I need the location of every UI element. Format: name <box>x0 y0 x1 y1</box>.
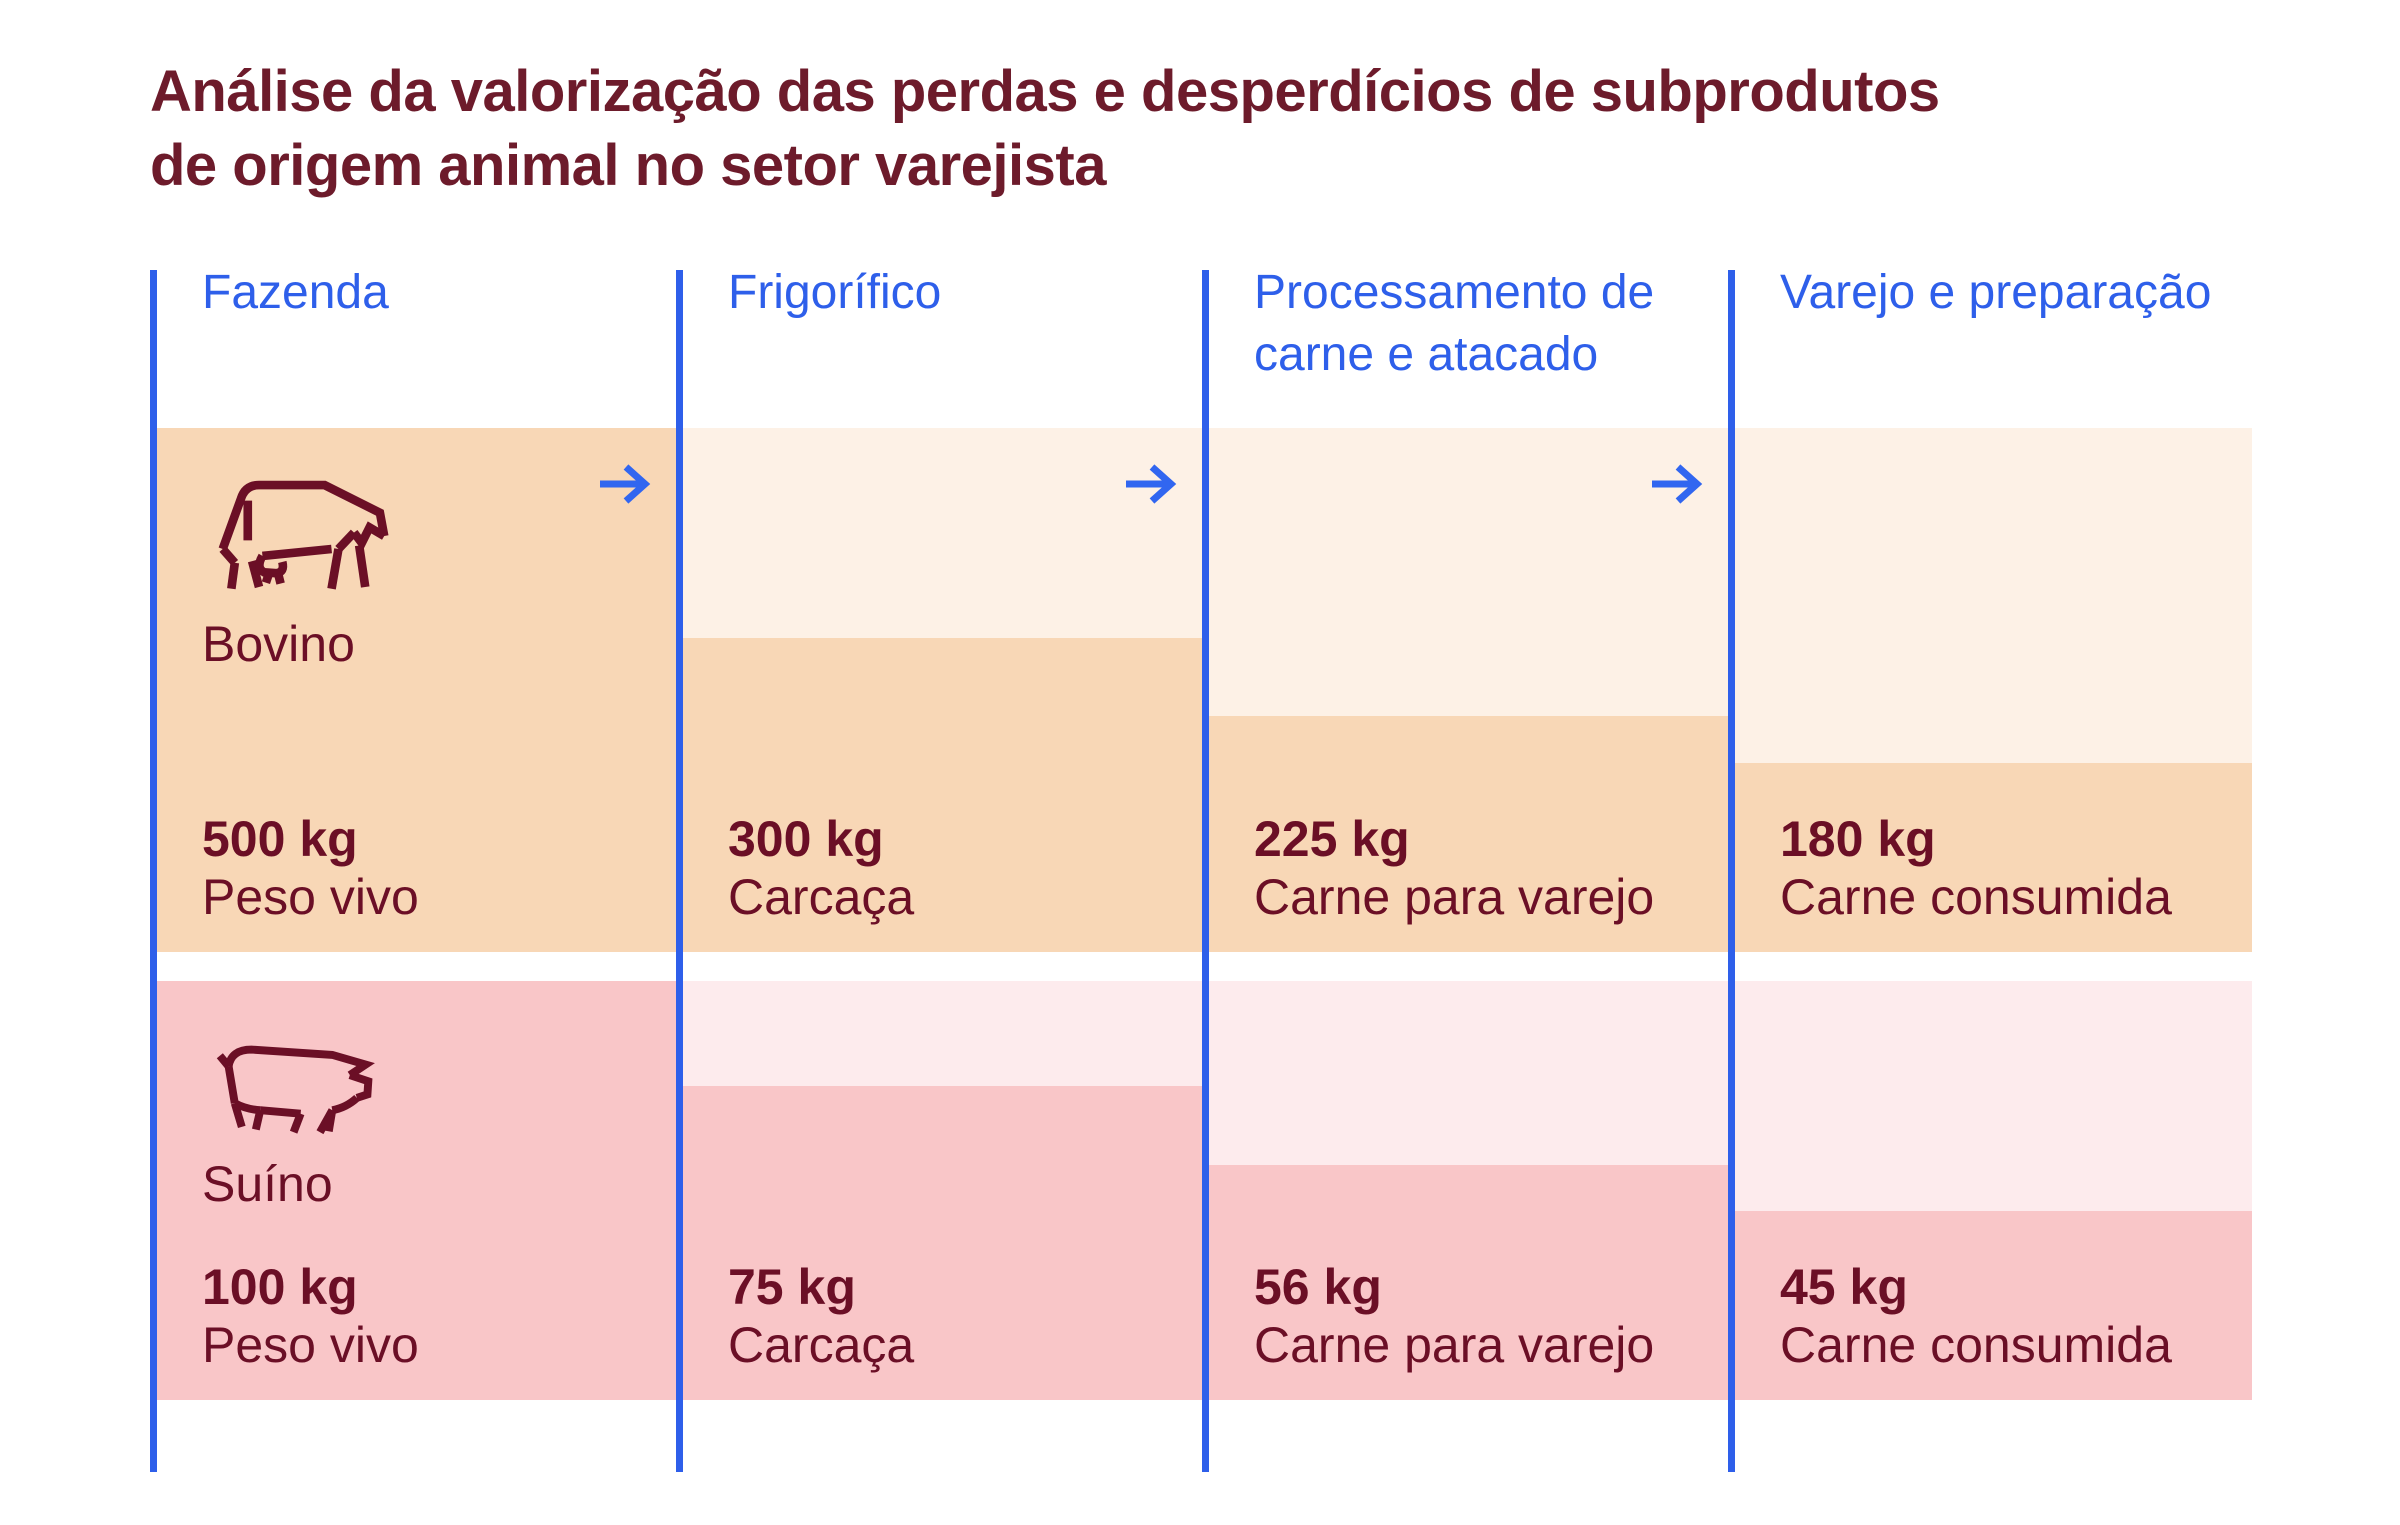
flow-arrow-icon <box>1125 462 1177 506</box>
stage-label: Carne consumida <box>1780 1317 2172 1373</box>
flow-arrow-icon <box>599 462 651 506</box>
stage-value: 56 kg <box>1254 1259 1382 1315</box>
suino-varejo-cell: 45 kg Carne consumida <box>1728 981 2252 1400</box>
bovino-band: Bovino 500 kg Peso vivo 300 kg Carca <box>150 428 2252 952</box>
stage-measure: 180 kg Carne consumida <box>1780 810 2172 926</box>
stage-measure: 45 kg Carne consumida <box>1780 1258 2172 1374</box>
stage-divider-line <box>150 270 157 1472</box>
column-header-fazenda: Fazenda <box>202 266 389 319</box>
suino-frigorifico-cell: 75 kg Carcaça <box>676 981 1202 1400</box>
stage-divider-line <box>676 270 683 1472</box>
stage-value: 100 kg <box>202 1259 358 1315</box>
bovino-varejo-cell: 180 kg Carne consumida <box>1728 428 2252 952</box>
stage-measure: 75 kg Carcaça <box>728 1258 914 1374</box>
stage-label: Carne para varejo <box>1254 1317 1655 1373</box>
stage-measure: 100 kg Peso vivo <box>202 1258 419 1374</box>
pig-icon <box>216 1045 375 1135</box>
flow-arrow-icon <box>1651 462 1703 506</box>
animal-label: Bovino <box>202 616 355 672</box>
stage-measure: 225 kg Carne para varejo <box>1254 810 1654 926</box>
suino-band: Suíno 100 kg Peso vivo 75 kg Carcaça 56 … <box>150 981 2252 1400</box>
bovino-fazenda-cell: Bovino 500 kg Peso vivo <box>150 428 676 952</box>
suino-processamento-cell: 56 kg Carne para varejo <box>1202 981 1728 1400</box>
stage-value: 225 kg <box>1254 811 1410 867</box>
column-header-processamento: Processamento de carne e atacado <box>1254 266 1655 381</box>
stage-value: 75 kg <box>728 1259 856 1315</box>
stage-label: Carne para varejo <box>1254 869 1655 925</box>
stage-value: 45 kg <box>1780 1259 1908 1315</box>
stage-value: 500 kg <box>202 811 358 867</box>
page-title: Análise da valorização das perdas e desp… <box>150 58 1940 198</box>
stage-divider-line <box>1202 270 1209 1472</box>
quantity-block <box>1202 1165 1728 1400</box>
quantity-block <box>1202 716 1728 952</box>
stage-label: Carcaça <box>728 1317 915 1373</box>
bovino-frigorifico-cell: 300 kg Carcaça <box>676 428 1202 952</box>
bovino-processamento-cell: 225 kg Carne para varejo <box>1202 428 1728 952</box>
bovino-animal-group: Bovino <box>202 452 392 672</box>
column-header-frigorifico: Frigorífico <box>728 266 942 319</box>
quantity-block <box>676 637 1202 952</box>
quantity-block <box>1728 1211 2252 1400</box>
stage-label: Peso vivo <box>202 1317 419 1373</box>
stage-value: 300 kg <box>728 811 884 867</box>
stage-label: Peso vivo <box>202 869 419 925</box>
stage-measure: 300 kg Carcaça <box>728 810 914 926</box>
animal-label: Suíno <box>202 1156 333 1212</box>
suino-animal-group: Suíno <box>202 1025 387 1212</box>
column-header-varejo: Varejo e preparação <box>1780 266 2212 319</box>
stage-divider-line <box>1728 270 1735 1472</box>
stage-label: Carcaça <box>728 869 915 925</box>
quantity-block <box>1728 763 2252 952</box>
stage-measure: 500 kg Peso vivo <box>202 810 419 926</box>
quantity-block <box>676 1085 1202 1400</box>
stage-label: Carne consumida <box>1780 869 2172 925</box>
cow-icon <box>218 480 389 590</box>
stage-value: 180 kg <box>1780 811 1936 867</box>
suino-fazenda-cell: Suíno 100 kg Peso vivo <box>150 981 676 1400</box>
stage-measure: 56 kg Carne para varejo <box>1254 1258 1654 1374</box>
